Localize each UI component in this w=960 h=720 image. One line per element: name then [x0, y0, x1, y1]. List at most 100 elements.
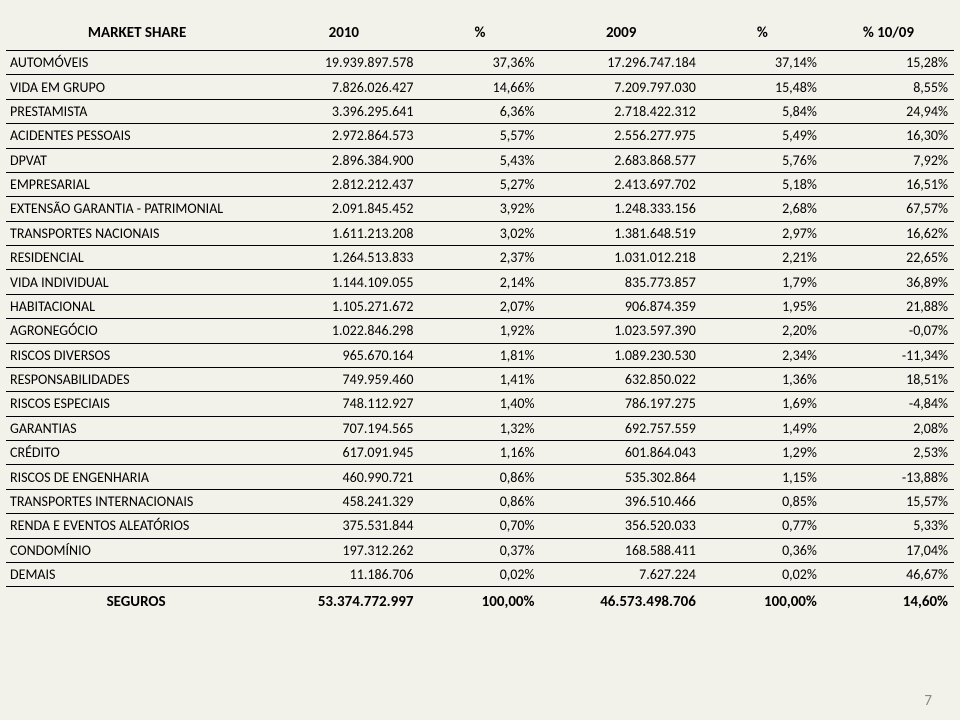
cell-2010: 7.826.026.427	[268, 75, 419, 99]
cell-pct-2010: 0,02%	[419, 562, 540, 586]
cell-pct-2010: 14,66%	[419, 75, 540, 99]
table-row: RISCOS DIVERSOS965.670.1641,81%1.089.230…	[6, 343, 954, 367]
cell-delta: 16,30%	[823, 124, 954, 148]
cell-delta: 8,55%	[823, 75, 954, 99]
cell-pct-2009: 2,20%	[702, 319, 823, 343]
cell-pct-2009: 5,84%	[702, 99, 823, 123]
cell-pct-2010: 5,43%	[419, 148, 540, 172]
cell-delta: -0,07%	[823, 319, 954, 343]
cell-pct-2009: 5,49%	[702, 124, 823, 148]
cell-2010: 1.264.513.833	[268, 246, 419, 270]
cell-delta: 2,53%	[823, 441, 954, 465]
cell-pct-2010: 1,32%	[419, 416, 540, 440]
table-row: VIDA INDIVIDUAL1.144.109.0552,14%835.773…	[6, 270, 954, 294]
cell-2010: 1.105.271.672	[268, 294, 419, 318]
table-row: ACIDENTES PESSOAIS2.972.864.5735,57%2.55…	[6, 124, 954, 148]
cell-name: HABITACIONAL	[6, 294, 268, 318]
cell-2009: 1.023.597.390	[540, 319, 701, 343]
cell-name: EMPRESARIAL	[6, 172, 268, 196]
cell-2009: 1.381.648.519	[540, 221, 701, 245]
cell-pct-2010: 5,57%	[419, 124, 540, 148]
cell-2009: 835.773.857	[540, 270, 701, 294]
cell-name: RESIDENCIAL	[6, 246, 268, 270]
cell-name: ACIDENTES PESSOAIS	[6, 124, 268, 148]
cell-pct-2009: 15,48%	[702, 75, 823, 99]
cell-delta: 18,51%	[823, 367, 954, 391]
cell-delta: 15,57%	[823, 489, 954, 513]
cell-2009: 1.089.230.530	[540, 343, 701, 367]
cell-2009: 7.627.224	[540, 562, 701, 586]
cell-pct-2009: 37,14%	[702, 51, 823, 75]
cell-name: GARANTIAS	[6, 416, 268, 440]
cell-2010: 460.990.721	[268, 465, 419, 489]
cell-pct-2010: 37,36%	[419, 51, 540, 75]
cell-2010: 375.531.844	[268, 514, 419, 538]
cell-2009: 692.757.559	[540, 416, 701, 440]
cell-name: TRANSPORTES NACIONAIS	[6, 221, 268, 245]
cell-delta: -4,84%	[823, 392, 954, 416]
cell-2010: 749.959.460	[268, 367, 419, 391]
cell-delta: 5,33%	[823, 514, 954, 538]
cell-name: TRANSPORTES INTERNACIONAIS	[6, 489, 268, 513]
cell-pct-2009: 1,49%	[702, 416, 823, 440]
cell-2009: 2.683.868.577	[540, 148, 701, 172]
cell-2009: 1.031.012.218	[540, 246, 701, 270]
total-pct-2009: 100,00%	[702, 587, 823, 615]
table-row: AGRONEGÓCIO1.022.846.2981,92%1.023.597.3…	[6, 319, 954, 343]
table-row: RESPONSABILIDADES749.959.4601,41%632.850…	[6, 367, 954, 391]
col-2010: 2010	[268, 18, 419, 51]
cell-2010: 1.611.213.208	[268, 221, 419, 245]
col-2009: 2009	[540, 18, 701, 51]
table-row: GARANTIAS707.194.5651,32%692.757.5591,49…	[6, 416, 954, 440]
cell-delta: -11,34%	[823, 343, 954, 367]
table-row: CRÉDITO617.091.9451,16%601.864.0431,29%2…	[6, 441, 954, 465]
cell-name: CONDOMÍNIO	[6, 538, 268, 562]
cell-pct-2009: 1,36%	[702, 367, 823, 391]
cell-pct-2010: 2,37%	[419, 246, 540, 270]
cell-2009: 356.520.033	[540, 514, 701, 538]
cell-name: RISCOS ESPECIAIS	[6, 392, 268, 416]
cell-2009: 2.718.422.312	[540, 99, 701, 123]
cell-pct-2010: 1,81%	[419, 343, 540, 367]
cell-pct-2009: 0,77%	[702, 514, 823, 538]
cell-pct-2009: 2,34%	[702, 343, 823, 367]
cell-2009: 786.197.275	[540, 392, 701, 416]
cell-2010: 1.022.846.298	[268, 319, 419, 343]
table-row: EXTENSÃO GARANTIA - PATRIMONIAL2.091.845…	[6, 197, 954, 221]
cell-2010: 707.194.565	[268, 416, 419, 440]
cell-pct-2010: 0,86%	[419, 489, 540, 513]
cell-delta: 24,94%	[823, 99, 954, 123]
cell-delta: 36,89%	[823, 270, 954, 294]
cell-2010: 2.896.384.900	[268, 148, 419, 172]
cell-pct-2009: 0,85%	[702, 489, 823, 513]
cell-2009: 535.302.864	[540, 465, 701, 489]
table-row: TRANSPORTES NACIONAIS1.611.213.2083,02%1…	[6, 221, 954, 245]
cell-pct-2009: 1,29%	[702, 441, 823, 465]
table-row: VIDA EM GRUPO7.826.026.42714,66%7.209.79…	[6, 75, 954, 99]
table-row: HABITACIONAL1.105.271.6722,07%906.874.35…	[6, 294, 954, 318]
cell-name: CRÉDITO	[6, 441, 268, 465]
total-2009: 46.573.498.706	[540, 587, 701, 615]
cell-pct-2009: 2,21%	[702, 246, 823, 270]
cell-2010: 11.186.706	[268, 562, 419, 586]
cell-pct-2009: 5,76%	[702, 148, 823, 172]
total-pct-2010: 100,00%	[419, 587, 540, 615]
table-row: RISCOS DE ENGENHARIA460.990.7210,86%535.…	[6, 465, 954, 489]
table-row: RISCOS ESPECIAIS748.112.9271,40%786.197.…	[6, 392, 954, 416]
col-pct-2009: %	[702, 18, 823, 51]
cell-name: VIDA EM GRUPO	[6, 75, 268, 99]
cell-delta: 16,51%	[823, 172, 954, 196]
cell-name: AGRONEGÓCIO	[6, 319, 268, 343]
table-row: PRESTAMISTA3.396.295.6416,36%2.718.422.3…	[6, 99, 954, 123]
col-pct-2010: %	[419, 18, 540, 51]
cell-delta: 46,67%	[823, 562, 954, 586]
cell-2009: 2.556.277.975	[540, 124, 701, 148]
cell-2009: 906.874.359	[540, 294, 701, 318]
cell-name: AUTOMÓVEIS	[6, 51, 268, 75]
cell-2010: 965.670.164	[268, 343, 419, 367]
market-share-table-page: MARKET SHARE 2010 % 2009 % % 10/09 AUTOM…	[0, 0, 960, 614]
cell-2009: 17.296.747.184	[540, 51, 701, 75]
table-row: RENDA E EVENTOS ALEATÓRIOS375.531.8440,7…	[6, 514, 954, 538]
total-name: SEGUROS	[6, 587, 268, 615]
cell-pct-2010: 3,02%	[419, 221, 540, 245]
